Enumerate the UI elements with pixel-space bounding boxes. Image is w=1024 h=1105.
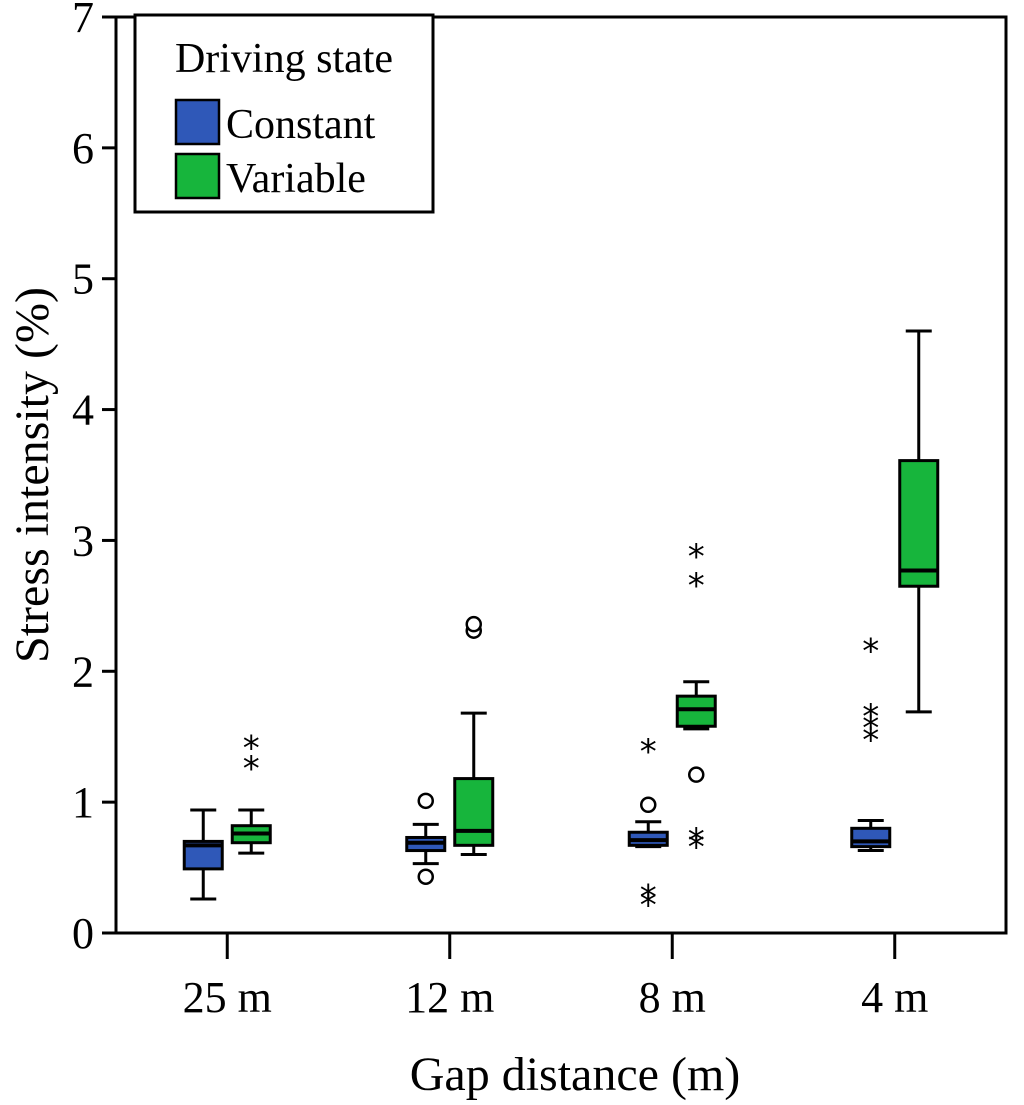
plot-area: *** **********	[182, 329, 940, 925]
extreme-point: *	[243, 749, 260, 789]
box-constant: ****	[850, 631, 892, 853]
extreme-point: *	[688, 828, 705, 868]
extreme-point: *	[688, 537, 705, 577]
y-tick-label: 2	[72, 647, 94, 696]
x-tick-label: 4 m	[861, 973, 928, 1022]
box-constant	[405, 792, 447, 885]
outlier-point	[688, 766, 705, 783]
extreme-point: *	[243, 728, 260, 768]
outlier-point	[640, 796, 657, 814]
y-tick-label: 0	[72, 909, 94, 958]
y-tick-label: 1	[72, 778, 94, 827]
legend-label-variable: Variable	[226, 156, 366, 202]
y-tick-label: 4	[72, 386, 94, 435]
extreme-point: *	[688, 566, 705, 606]
y-tick-label: 6	[72, 124, 94, 173]
y-axis: 0 1 2 3 4 5 6 7	[72, 0, 116, 958]
legend-swatch-constant	[174, 98, 221, 146]
x-tick-label: 8 m	[639, 973, 706, 1022]
extreme-point: *	[862, 709, 879, 749]
box-constant: ***	[627, 732, 669, 925]
x-tick-label: 12 m	[405, 973, 494, 1022]
extreme-point: *	[640, 732, 657, 772]
extreme-point: *	[640, 885, 657, 925]
x-axis-title: Gap distance (m)	[410, 1048, 741, 1101]
box-variable	[453, 615, 495, 856]
extreme-point: *	[640, 877, 657, 917]
extreme-point: *	[688, 821, 705, 861]
y-axis-title: Stress intensity (%)	[6, 287, 59, 663]
outlier-point	[465, 615, 482, 633]
extreme-point: *	[862, 631, 879, 671]
legend-label-constant: Constant	[226, 102, 376, 148]
legend: Driving state Constant Variable	[133, 13, 435, 214]
extreme-point: *	[862, 697, 879, 737]
box-variable: **	[230, 728, 272, 855]
x-axis: 25 m 12 m 8 m 4 m	[183, 933, 928, 1022]
legend-swatch-variable	[174, 152, 221, 200]
box-variable: ****	[675, 537, 717, 868]
extreme-point: *	[862, 720, 879, 760]
outlier-point	[417, 792, 434, 810]
y-tick-label: 7	[72, 0, 94, 42]
outlier-point	[417, 868, 434, 885]
iqr-box	[898, 459, 940, 588]
legend-title: Driving state	[175, 36, 393, 82]
box-constant	[182, 808, 224, 901]
iqr-box	[453, 777, 495, 847]
x-tick-label: 25 m	[183, 973, 272, 1022]
plot-frame	[114, 15, 1008, 935]
box-variable	[898, 329, 940, 714]
iqr-box	[850, 826, 892, 849]
y-tick-label: 5	[72, 255, 94, 304]
y-tick-label: 3	[72, 516, 94, 565]
